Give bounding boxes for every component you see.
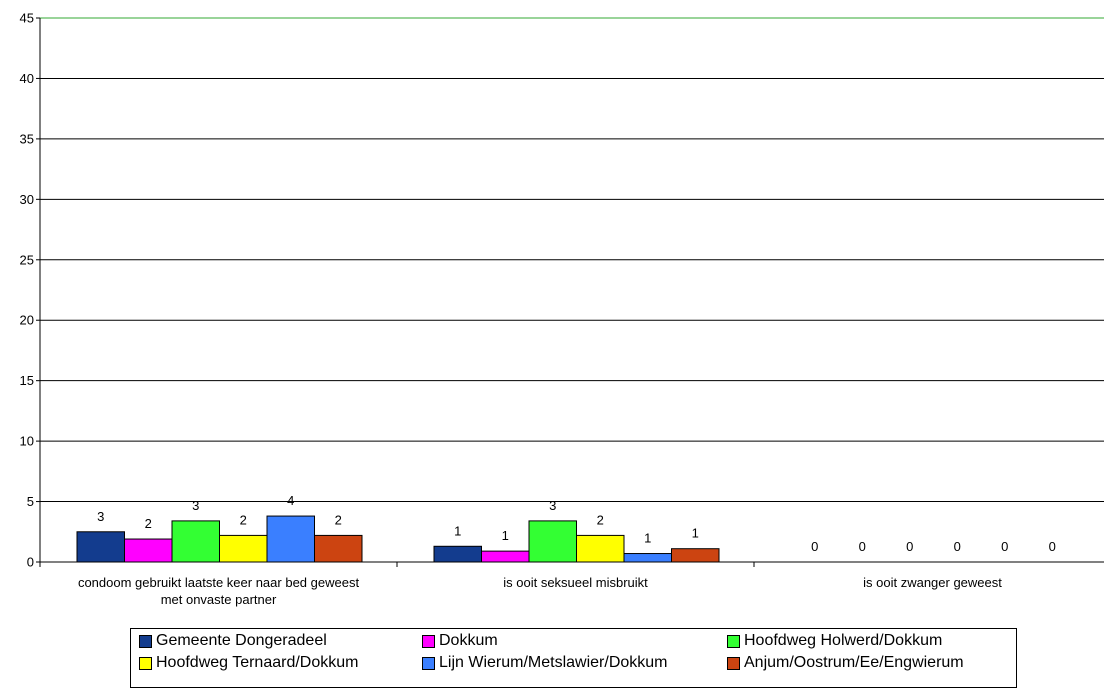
data-label: 0 [1049, 539, 1056, 554]
data-label: 2 [335, 512, 342, 527]
legend-item: Hoofdweg Holwerd/Dokkum [727, 631, 942, 651]
data-label: 2 [597, 512, 604, 527]
legend: Gemeente Dongeradeel Dokkum Hoofdweg Holwe… [130, 628, 1017, 688]
bar [671, 548, 720, 563]
y-tick-label: 0 [27, 555, 34, 570]
legend-swatch [139, 656, 152, 670]
bar [124, 538, 173, 563]
legend-swatch [422, 656, 435, 670]
y-tick-label: 35 [20, 131, 34, 146]
y-tick-label: 30 [20, 192, 34, 207]
data-label: 2 [145, 516, 152, 531]
data-label: 0 [811, 539, 818, 554]
category-label: is ooit seksueel misbruikt [503, 575, 648, 590]
legend-swatch [727, 656, 740, 670]
legend-label: Gemeente Dongeradeel [156, 632, 327, 649]
category-labels: condoom gebruikt laatste keer naar bed g… [78, 575, 1002, 607]
legend-swatch [727, 634, 740, 648]
legend-swatch [139, 634, 152, 648]
legend-label: Anjum/Oostrum/Ee/Engwierum [744, 654, 964, 671]
y-axis-ticks: 0 5 10 15 20 25 30 35 40 45 [20, 11, 40, 570]
data-label: 0 [1001, 539, 1008, 554]
bar [266, 515, 315, 563]
y-tick-label: 20 [20, 313, 34, 328]
data-label: 2 [240, 512, 247, 527]
legend-label: Hoofdweg Holwerd/Dokkum [744, 632, 943, 649]
data-label: 4 [287, 493, 294, 508]
data-label: 3 [549, 498, 556, 513]
y-tick-label: 15 [20, 373, 34, 388]
y-tick-label: 25 [20, 252, 34, 267]
legend-item: Dokkum [422, 631, 498, 651]
data-label: 3 [97, 509, 104, 524]
data-label: 1 [692, 526, 699, 541]
category-label: is ooit zwanger geweest [863, 575, 1002, 590]
bar [623, 553, 672, 563]
data-label: 1 [644, 531, 651, 546]
data-label: 1 [502, 528, 509, 543]
bar [76, 531, 125, 563]
y-tick-label: 5 [27, 494, 34, 509]
bar [433, 545, 482, 563]
y-tick-label: 10 [20, 434, 34, 449]
bar [219, 534, 268, 563]
category-label: condoom gebruikt laatste keer naar bed g… [78, 575, 360, 590]
data-label: 3 [192, 498, 199, 513]
legend-item: Lijn Wierum/Metslawier/Dokkum [422, 653, 668, 673]
bar [171, 520, 220, 563]
data-label: 0 [859, 539, 866, 554]
legend-item: Gemeente Dongeradeel [139, 631, 327, 651]
bar [576, 534, 625, 563]
legend-item: Hoofdweg Ternaard/Dokkum [139, 653, 358, 673]
axes [39, 18, 1104, 567]
bar [481, 550, 530, 563]
legend-item: Anjum/Oostrum/Ee/Engwierum [727, 653, 964, 673]
y-tick-label: 45 [20, 11, 34, 26]
data-label: 1 [454, 523, 461, 538]
legend-label: Hoofdweg Ternaard/Dokkum [156, 654, 359, 671]
data-label: 0 [954, 539, 961, 554]
category-label: met onvaste partner [161, 592, 277, 607]
legend-label: Dokkum [439, 632, 498, 649]
bar [528, 520, 577, 563]
legend-swatch [422, 634, 435, 648]
data-label: 0 [906, 539, 913, 554]
y-tick-label: 40 [20, 71, 34, 86]
legend-label: Lijn Wierum/Metslawier/Dokkum [439, 654, 668, 671]
gridlines [40, 17, 1104, 503]
bar [314, 534, 363, 563]
data-labels: 3 2 3 2 4 2 1 1 3 2 1 1 0 0 0 0 0 0 [97, 493, 1056, 554]
bars [76, 515, 720, 563]
